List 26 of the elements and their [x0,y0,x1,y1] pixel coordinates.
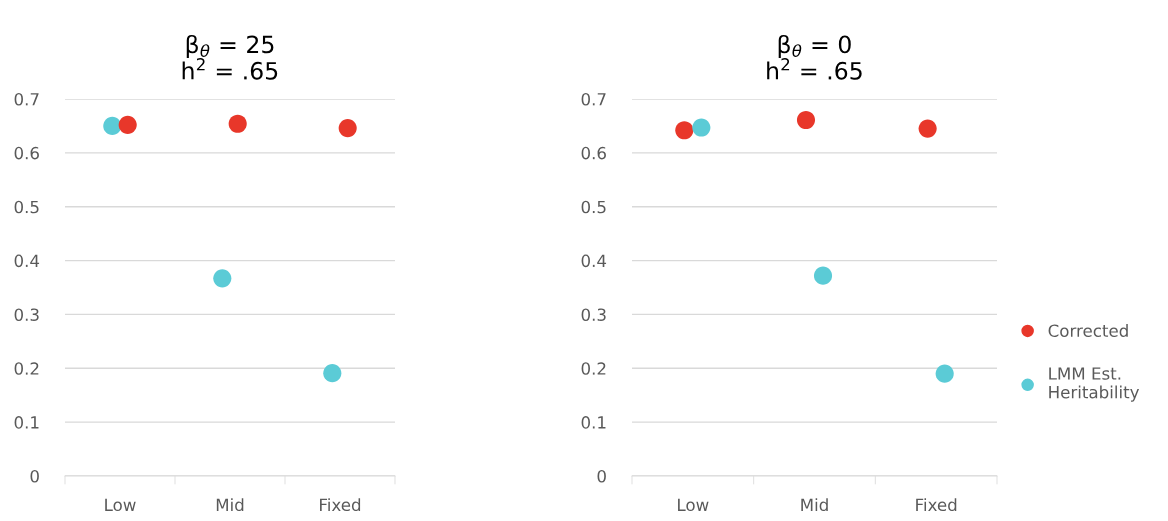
y-tick-label: 0 [597,469,606,483]
y-tick-label: 0.5 [581,200,606,214]
y-tick-label: 0.7 [14,92,39,106]
y-tick-label: 0.7 [581,92,606,106]
x-tick-label: Mid [801,498,828,512]
y-tick-label: 0.3 [581,308,606,321]
chart-title: β$_{θ}$ = 0 h$^{2}$ = .65 [767,34,862,80]
legend-label: LMM Est. Heritability [1049,367,1140,402]
y-tick-label: 0.6 [14,146,39,160]
x-tick-label: Fixed [320,498,361,512]
x-tick-label: Low [105,498,136,512]
y-tick-label: 0.2 [14,362,39,375]
y-tick-label: 0.4 [581,254,607,268]
chart-title: β$_{θ}$ = 25 h$^{2}$ = .65 [182,34,278,80]
y-tick-label: 0.2 [581,362,606,375]
x-tick-label: Fixed [916,498,957,512]
y-tick-label: 0.3 [14,308,39,321]
y-tick-label: 0.1 [14,416,39,429]
y-tick-label: 0 [30,469,39,483]
y-tick-label: 0.1 [581,416,606,429]
x-tick-label: Mid [216,498,244,512]
y-tick-label: 0.6 [581,146,606,160]
x-tick-label: Low [678,498,709,512]
y-tick-label: 0.4 [14,254,40,268]
legend-label: Corrected [1048,324,1128,338]
y-tick-label: 0.5 [14,200,39,214]
